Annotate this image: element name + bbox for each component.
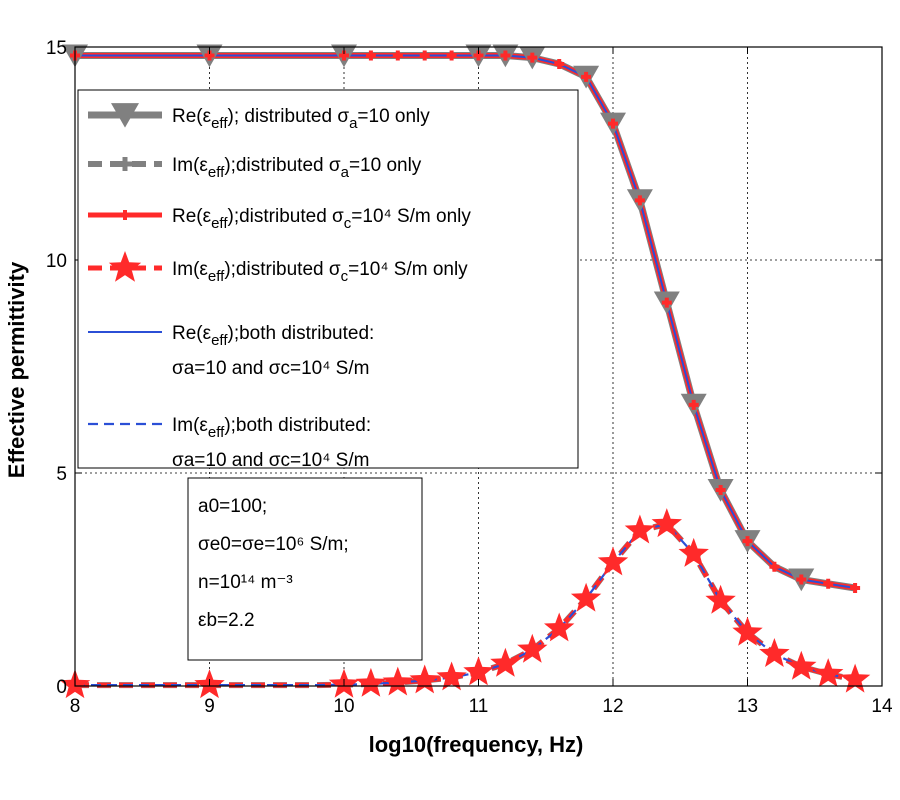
marker-red-plus: [365, 50, 376, 61]
legend-label-4: Im(εeff);distributed σc=10⁴ S/m only: [172, 259, 468, 285]
marker-red-plus: [500, 50, 511, 61]
legend-label-5: Re(εeff);both distributed:: [172, 323, 374, 349]
marker-red-star: [382, 666, 413, 696]
marker-red-star: [436, 661, 467, 691]
marker-red-plus: [608, 118, 618, 129]
x-tick-label: 8: [70, 696, 81, 717]
marker-red-plus: [850, 583, 861, 594]
series-markers: [59, 44, 871, 699]
annotation-line-1: a0=100;: [198, 496, 267, 517]
annotation-line-4: εb=2.2: [198, 610, 255, 631]
marker-red-star: [732, 616, 763, 646]
marker-red-star: [544, 612, 575, 642]
y-axis-label: Effective permittivity: [4, 261, 29, 478]
marker-red-star: [651, 508, 682, 538]
marker-red-star: [624, 514, 656, 544]
marker-red-star: [355, 667, 387, 697]
x-tick-label: 12: [602, 696, 623, 717]
axis-ticks: 8 9 10 11 12 13 14 0 5 10 15: [46, 38, 893, 717]
x-axis-label: log10(frequency, Hz): [369, 732, 584, 757]
marker-red-plus: [661, 297, 672, 308]
marker-red-star: [786, 650, 817, 680]
x-tick-label: 13: [737, 696, 758, 717]
x-tick-label: 11: [469, 696, 489, 717]
annotation-line-3: n=10¹⁴ m⁻³: [198, 572, 293, 593]
legend-label-2: Im(εeff);distributed σa=10 only: [172, 155, 422, 181]
annotation-line-2: σe0=σe=10⁶ S/m;: [198, 534, 349, 555]
annotation-box: [187, 477, 423, 661]
y-tick-label: 5: [56, 464, 67, 485]
x-tick-label: 14: [871, 696, 893, 717]
legend-label-1: Re(εeff); distributed σa=10 only: [172, 106, 430, 132]
y-tick-label: 15: [46, 38, 67, 59]
marker-red-star: [839, 663, 871, 693]
marker-red-star: [570, 582, 602, 612]
legend-marker-plus: [118, 157, 132, 171]
marker-red-star: [813, 658, 844, 687]
legend: Re(εeff); distributed σa=10 only Im(εeff)…: [77, 89, 579, 471]
marker-red-plus: [446, 50, 457, 61]
marker-red-plus: [581, 71, 592, 82]
marker-red-plus: [392, 50, 403, 61]
y-tick-label: 10: [46, 251, 67, 272]
legend-label-6-line2: σa=10 and σc=10⁴ S/m: [172, 450, 369, 471]
legend-label-3: Re(εeff);distributed σc=10⁴ S/m only: [172, 206, 471, 232]
marker-red-star: [409, 664, 440, 694]
marker-red-star: [490, 647, 521, 677]
x-tick-label: 9: [204, 696, 215, 717]
marker-red-star: [705, 584, 736, 614]
marker-red-plus: [634, 195, 645, 206]
marker-red-star: [597, 546, 629, 576]
marker-red-star: [517, 633, 548, 663]
marker-red-star: [678, 537, 709, 567]
marker-red-plus: [796, 574, 807, 585]
marker-red-plus: [769, 561, 780, 572]
legend-box: [77, 89, 579, 469]
marker-red-plus: [554, 59, 565, 70]
marker-red-star: [463, 656, 494, 686]
legend-label-6: Im(εeff);both distributed:: [172, 415, 371, 441]
marker-red-plus: [715, 485, 726, 496]
legend-marker-triangle: [111, 103, 139, 128]
x-tick-label: 10: [333, 696, 354, 717]
parameter-annotation: a0=100; σe0=σe=10⁶ S/m; n=10¹⁴ m⁻³ εb=2.2: [187, 477, 423, 661]
marker-red-star: [759, 638, 790, 667]
y-tick-label: 0: [56, 677, 67, 698]
marker-red-plus: [419, 50, 430, 61]
marker-red-plus: [823, 578, 834, 589]
legend-marker-plus: [120, 210, 130, 220]
marker-red-plus: [688, 399, 699, 410]
marker-red-plus: [742, 536, 753, 547]
legend-label-5-line2: σa=10 and σc=10⁴ S/m: [172, 358, 369, 379]
legend-marker-star: [108, 251, 142, 282]
marker-red-plus: [527, 52, 538, 63]
